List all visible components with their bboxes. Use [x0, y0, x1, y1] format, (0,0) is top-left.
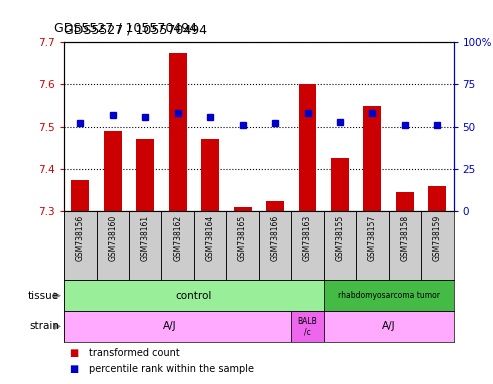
- Text: percentile rank within the sample: percentile rank within the sample: [89, 364, 254, 374]
- Text: A/J: A/J: [163, 321, 176, 331]
- Text: GSM738163: GSM738163: [303, 215, 312, 261]
- Text: control: control: [176, 291, 212, 301]
- Text: GSM738161: GSM738161: [141, 215, 150, 261]
- Text: GDS5527 / 105570494: GDS5527 / 105570494: [54, 22, 197, 35]
- Bar: [201, 139, 219, 211]
- Bar: [71, 179, 89, 211]
- Text: ■: ■: [69, 364, 78, 374]
- Text: GSM738156: GSM738156: [76, 215, 85, 261]
- Text: transformed count: transformed count: [89, 348, 179, 358]
- Text: BALB
/c: BALB /c: [298, 317, 317, 336]
- Bar: [104, 131, 122, 211]
- Text: A/J: A/J: [382, 321, 395, 331]
- Text: GSM738162: GSM738162: [173, 215, 182, 261]
- Text: GDS5527 / 105570494: GDS5527 / 105570494: [64, 24, 207, 37]
- Text: GSM738160: GSM738160: [108, 215, 117, 261]
- Bar: [324, 280, 454, 311]
- Text: strain: strain: [29, 321, 59, 331]
- Text: GSM738157: GSM738157: [368, 215, 377, 261]
- Bar: [331, 158, 349, 211]
- Text: GSM738155: GSM738155: [335, 215, 345, 261]
- Bar: [169, 53, 187, 211]
- Text: GSM738165: GSM738165: [238, 215, 247, 261]
- Bar: [266, 200, 284, 211]
- Text: GSM738164: GSM738164: [206, 215, 214, 261]
- Bar: [299, 84, 317, 211]
- Bar: [64, 311, 291, 342]
- Text: tissue: tissue: [28, 291, 59, 301]
- Bar: [363, 106, 382, 211]
- Text: GSM738166: GSM738166: [271, 215, 280, 261]
- Text: GSM738159: GSM738159: [433, 215, 442, 261]
- Text: ■: ■: [69, 348, 78, 358]
- Text: GSM738158: GSM738158: [400, 215, 409, 261]
- Bar: [324, 311, 454, 342]
- Bar: [291, 311, 324, 342]
- Bar: [234, 207, 251, 211]
- Bar: [396, 192, 414, 211]
- Text: rhabdomyosarcoma tumor: rhabdomyosarcoma tumor: [338, 291, 440, 300]
- Bar: [136, 139, 154, 211]
- Bar: [428, 186, 446, 211]
- Bar: [64, 280, 324, 311]
